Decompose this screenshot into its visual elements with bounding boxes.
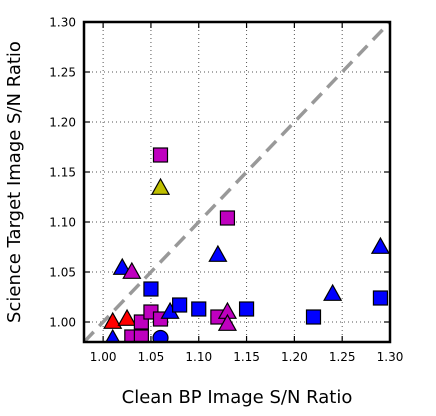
data-point-square (143, 281, 159, 297)
x-tick-label: 1.15 (233, 350, 260, 364)
plot-frame (82, 20, 392, 344)
y-tick-label: 1.30 (49, 16, 76, 30)
x-tick-label: 1.20 (281, 350, 308, 364)
data-point-triangle (208, 244, 228, 262)
data-point-triangle (105, 328, 121, 342)
data-point-square (133, 329, 149, 342)
x-tick-label: 1.25 (329, 350, 356, 364)
y-tick-label: 1.25 (49, 66, 76, 80)
data-point-square (152, 147, 169, 163)
one-to-one-reference-line (84, 22, 390, 342)
data-point-triangle (117, 308, 137, 326)
data-point-square (219, 210, 236, 226)
data-point-triangle (217, 313, 238, 331)
y-tick-label: 1.00 (49, 316, 76, 330)
data-point-triangle (103, 311, 123, 329)
x-tick-label: 1.10 (185, 350, 212, 364)
y-tick-label: 1.15 (49, 166, 76, 180)
data-point-square (172, 297, 188, 313)
data-points (103, 147, 390, 342)
data-point-square (305, 309, 322, 325)
axis-ticks: 1.00 1.05 1.10 1.15 1.20 1.25 1.30 1.00 1.05 1.10… (49, 16, 403, 365)
data-point-square (191, 301, 207, 317)
x-axis-label: Clean BP Image S/N Ratio (122, 387, 353, 408)
y-tick-label: 1.20 (49, 116, 76, 130)
x-tick-label: 1.05 (138, 350, 165, 364)
data-point-triangle (370, 236, 390, 254)
data-point-triangle (112, 257, 132, 275)
x-tick-label: 1.30 (377, 350, 404, 364)
data-point-square (238, 301, 255, 317)
x-tick-label: 1.00 (90, 350, 117, 364)
y-axis-label: Science Target Image S/N Ratio (4, 41, 25, 323)
y-tick-label: 1.05 (49, 266, 76, 280)
grid (84, 22, 390, 342)
y-tick-label: 1.10 (49, 216, 76, 230)
data-point-triangle (323, 283, 343, 301)
data-point-circle (152, 329, 169, 342)
data-point-triangle (122, 261, 142, 279)
data-point-triangle (150, 177, 171, 195)
data-point-square (372, 290, 389, 306)
